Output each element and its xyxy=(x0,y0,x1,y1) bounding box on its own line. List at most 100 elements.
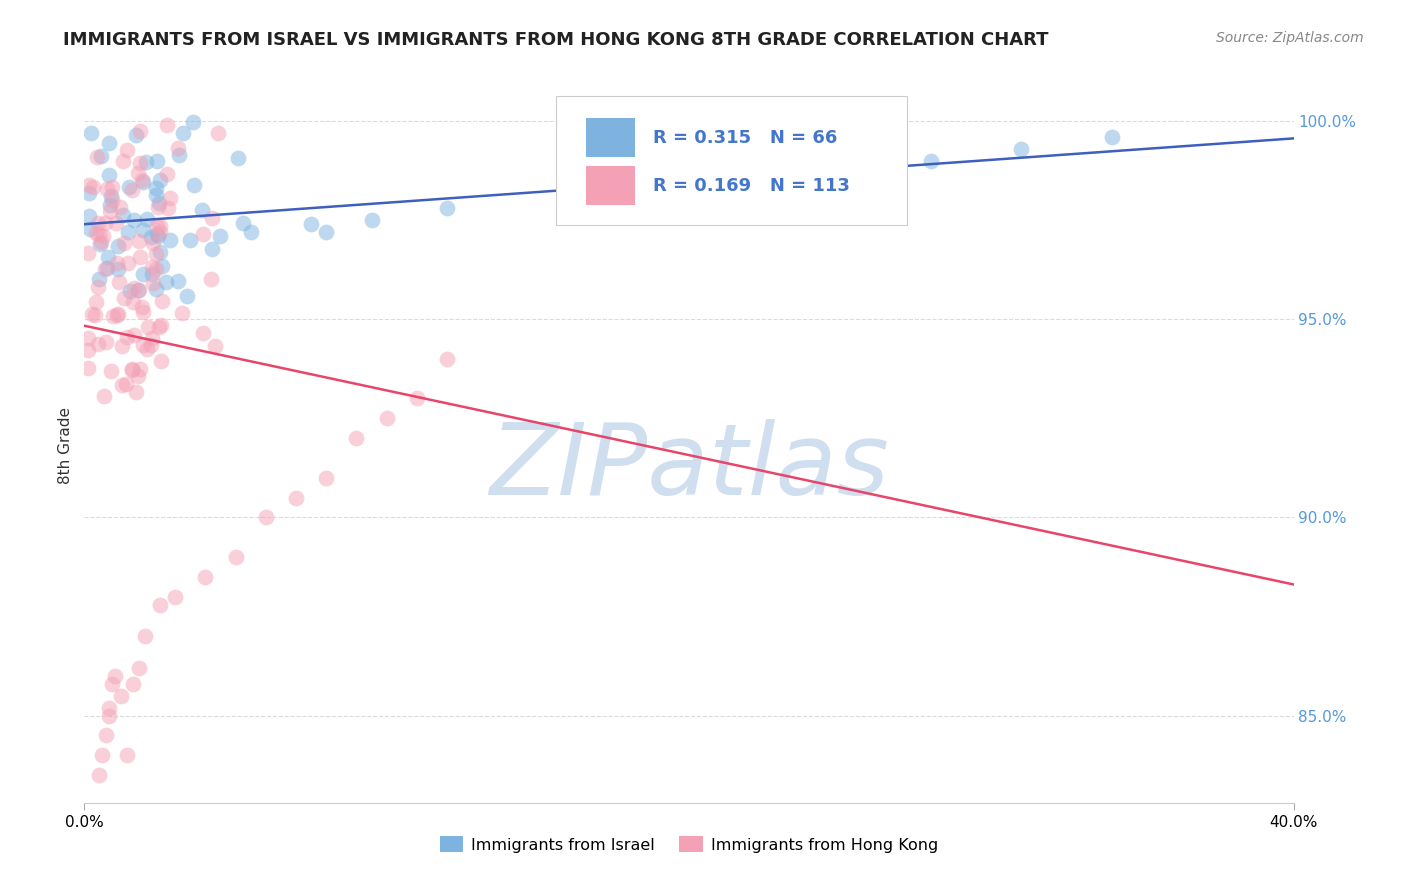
Point xyxy=(108,200,131,214)
Point xyxy=(346,431,368,445)
Point xyxy=(207,126,229,140)
FancyBboxPatch shape xyxy=(555,96,907,225)
Point xyxy=(107,262,129,277)
Point xyxy=(150,318,173,332)
Point xyxy=(89,768,111,782)
Point xyxy=(149,173,172,187)
Point xyxy=(146,227,169,241)
Point xyxy=(315,471,337,485)
Point xyxy=(254,510,277,524)
Point xyxy=(146,219,169,233)
Point xyxy=(118,180,141,194)
Point xyxy=(77,178,100,192)
Point xyxy=(239,225,262,239)
Point xyxy=(94,335,117,350)
Point xyxy=(93,228,115,243)
Point xyxy=(360,213,382,227)
Point xyxy=(117,330,139,344)
Point xyxy=(120,284,142,298)
Point xyxy=(128,234,150,248)
Point xyxy=(100,193,122,207)
Point xyxy=(145,180,167,194)
Point xyxy=(172,126,194,140)
Point xyxy=(100,677,122,691)
Point xyxy=(86,280,108,294)
Point xyxy=(125,384,148,399)
Point xyxy=(90,235,112,250)
Point xyxy=(96,260,118,275)
Point xyxy=(111,208,134,222)
Point xyxy=(94,262,117,277)
Point xyxy=(77,246,100,260)
Point xyxy=(165,590,187,604)
Point xyxy=(121,294,143,309)
Point xyxy=(193,227,215,241)
Point xyxy=(557,189,579,203)
Point xyxy=(193,326,215,341)
Point xyxy=(82,307,104,321)
Point xyxy=(194,570,217,584)
Point xyxy=(145,261,167,276)
Point xyxy=(156,118,179,132)
Point xyxy=(76,331,98,345)
Point xyxy=(86,216,108,230)
Point xyxy=(90,149,112,163)
Point xyxy=(136,342,159,356)
Point xyxy=(104,669,127,683)
Point xyxy=(1101,129,1123,144)
Point xyxy=(139,230,162,244)
Point xyxy=(141,267,163,281)
Point xyxy=(127,166,149,180)
Point xyxy=(77,361,100,376)
Point xyxy=(108,276,131,290)
Point xyxy=(134,629,156,643)
Point xyxy=(1011,142,1033,156)
Point xyxy=(77,186,100,200)
Point xyxy=(200,272,222,286)
Point xyxy=(100,364,122,378)
Point xyxy=(299,217,322,231)
Point xyxy=(139,338,162,352)
Point xyxy=(155,276,177,290)
Point xyxy=(738,169,761,184)
Point xyxy=(100,180,122,194)
Point xyxy=(136,319,159,334)
Point xyxy=(122,328,145,343)
Point xyxy=(77,209,100,223)
FancyBboxPatch shape xyxy=(586,166,634,205)
Point xyxy=(141,260,163,274)
Point xyxy=(131,300,153,314)
Point xyxy=(204,338,226,352)
Point xyxy=(132,305,155,319)
Point xyxy=(285,491,308,505)
Point xyxy=(201,211,224,225)
Point xyxy=(100,198,122,212)
Point xyxy=(94,728,117,742)
Text: R = 0.315   N = 66: R = 0.315 N = 66 xyxy=(652,128,837,146)
Point xyxy=(112,236,135,251)
Point xyxy=(375,411,398,425)
Point xyxy=(141,331,163,345)
Point xyxy=(145,154,167,169)
Point xyxy=(145,246,167,260)
Point xyxy=(111,378,134,392)
Point xyxy=(84,294,107,309)
Point xyxy=(97,700,120,714)
Point xyxy=(121,363,143,377)
Point xyxy=(105,308,128,322)
Point xyxy=(112,153,135,168)
Point xyxy=(145,282,167,296)
Point xyxy=(127,368,149,383)
Point xyxy=(128,250,150,264)
Point xyxy=(112,291,135,305)
Point xyxy=(232,216,254,230)
Point xyxy=(136,212,159,227)
Legend: Immigrants from Israel, Immigrants from Hong Kong: Immigrants from Israel, Immigrants from … xyxy=(433,830,945,859)
Point xyxy=(145,187,167,202)
Point xyxy=(83,308,105,322)
Point xyxy=(128,661,150,675)
Point xyxy=(86,150,108,164)
Point xyxy=(135,154,157,169)
Point xyxy=(91,748,114,763)
Point xyxy=(125,128,148,143)
